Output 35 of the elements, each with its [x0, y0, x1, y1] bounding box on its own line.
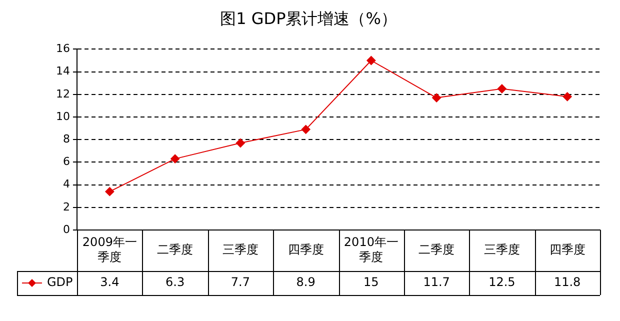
y-tick-label: 0 — [63, 222, 70, 236]
x-tick-label: 三季度 — [484, 242, 520, 257]
point — [432, 93, 442, 102]
x-tick-label: 四季度 — [549, 242, 586, 257]
data-label: 11.8 — [554, 275, 581, 290]
data-label: 3.4 — [100, 275, 120, 290]
data-label: 11.7 — [423, 275, 450, 290]
chart-title: 图1 GDP累计增速（%） — [220, 8, 397, 28]
point — [170, 154, 180, 164]
y-tick-label: 8 — [63, 132, 70, 146]
data-label: 8.9 — [296, 275, 316, 290]
y-tick-label: 6 — [63, 155, 70, 168]
x-tick-label: 三季度 — [222, 242, 258, 257]
y-tick-label: 14 — [56, 64, 70, 78]
point — [497, 84, 506, 94]
data-label: 6.3 — [166, 275, 185, 290]
data-label: 7.7 — [230, 275, 250, 290]
x-tick-label: 二季度 — [418, 242, 455, 257]
y-tick-label: 12 — [56, 87, 70, 100]
point — [105, 187, 114, 196]
data-label: 15 — [364, 275, 379, 290]
x-tick-label: 二季度 — [157, 242, 194, 257]
data-label: 12.5 — [488, 275, 516, 290]
point — [236, 138, 245, 148]
x-tick-label: 2009年一季度 — [82, 235, 137, 264]
y-tick-label: 4 — [63, 178, 70, 191]
point — [562, 92, 572, 102]
y-tick-label: 16 — [56, 42, 70, 56]
point — [301, 124, 310, 134]
x-tick-label: 2010年一季度 — [344, 235, 398, 264]
legend-label: GDP — [47, 275, 73, 290]
y-tick-label: 2 — [63, 200, 70, 214]
y-tick-label: 10 — [56, 110, 70, 123]
x-tick-label: 四季度 — [288, 242, 324, 257]
point — [366, 56, 376, 65]
